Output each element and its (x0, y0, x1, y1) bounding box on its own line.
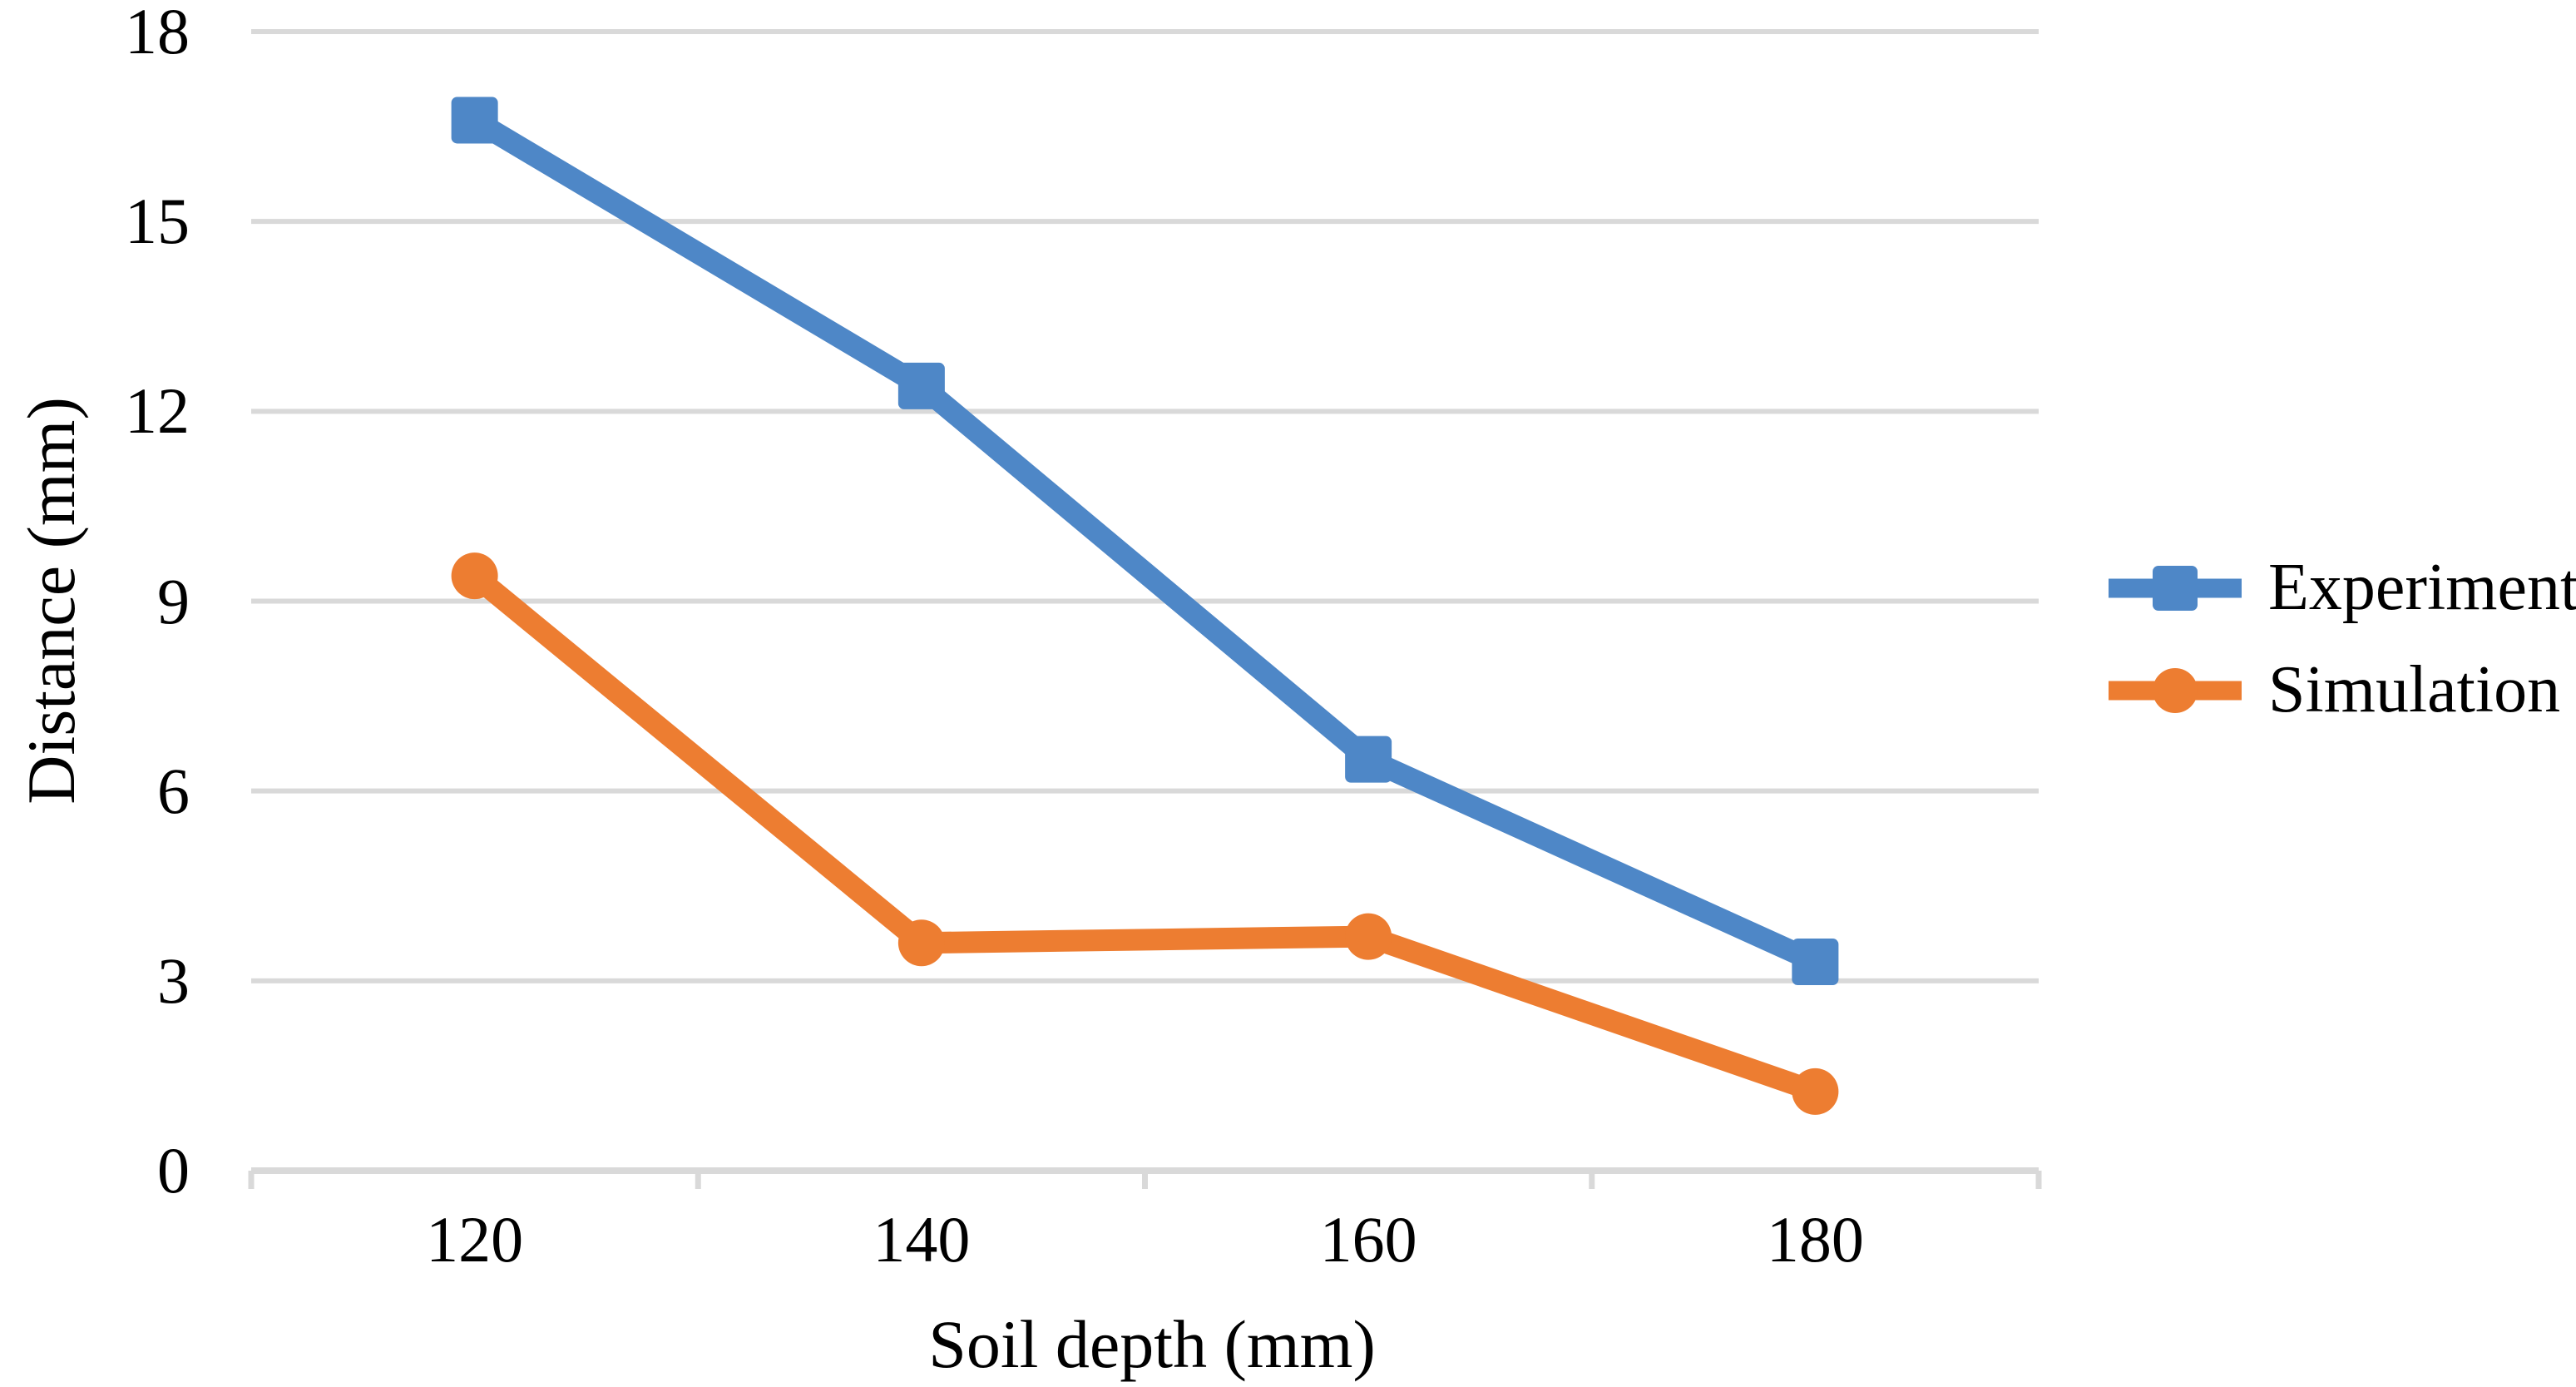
legend-label: Experiment (2268, 551, 2576, 624)
x-axis-tick-label: 160 (1319, 1203, 1417, 1276)
data-point-marker (1792, 1067, 1839, 1115)
y-axis-tick-label: 12 (125, 374, 190, 448)
y-axis-tick-label: 3 (157, 944, 190, 1017)
data-point-marker (1792, 939, 1839, 986)
data-point-marker (451, 552, 498, 600)
x-axis-tick-label: 140 (873, 1203, 971, 1276)
legend: Experiment Simulation (2109, 537, 2576, 741)
data-point-marker (451, 97, 498, 144)
circle-marker-icon (2109, 667, 2242, 713)
legend-item-experiment: Experiment (2109, 537, 2576, 639)
x-axis-tick-label: 180 (1766, 1203, 1864, 1276)
data-point-marker (897, 919, 945, 967)
square-marker-icon (2109, 565, 2242, 611)
y-axis-tick-label: 15 (125, 185, 190, 258)
data-point-marker (1345, 913, 1392, 960)
data-point-marker (897, 362, 945, 409)
legend-label: Simulation (2268, 653, 2561, 726)
series-line-simulation (467, 567, 1819, 1102)
y-axis-tick-label: 9 (157, 564, 190, 637)
data-point-marker (1345, 736, 1392, 783)
series-line-experiment (468, 111, 1820, 972)
legend-item-simulation: Simulation (2109, 639, 2576, 741)
x-axis-tick-label: 120 (426, 1203, 524, 1276)
y-axis-title: Distance (mm) (13, 397, 89, 805)
y-axis-tick-label: 0 (157, 1134, 190, 1206)
x-axis-title: Soil depth (mm) (928, 1306, 1376, 1382)
y-axis-tick-label: 18 (125, 0, 190, 67)
y-axis-tick-label: 6 (157, 754, 190, 827)
